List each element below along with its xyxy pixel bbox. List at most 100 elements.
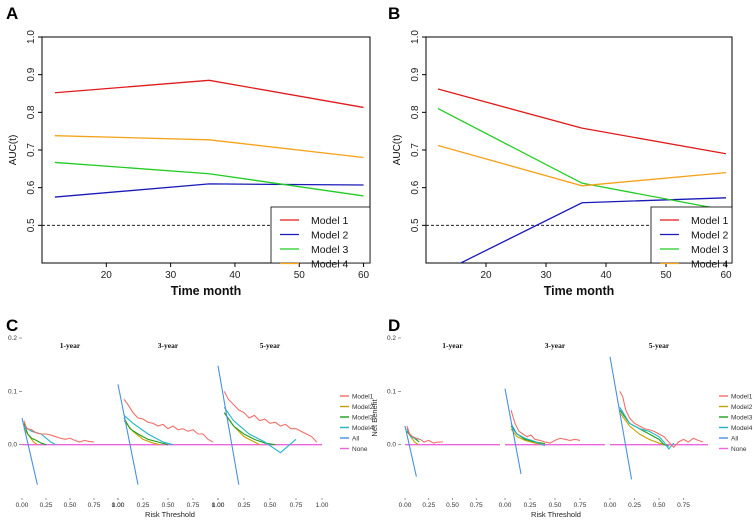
legend-label: Model3: [352, 414, 374, 421]
series-line-model4: [223, 407, 297, 454]
y-tick-label: 0.6: [26, 180, 37, 194]
legend-label: Model 2: [691, 230, 729, 242]
facet-label: 5-year: [649, 341, 670, 350]
x-tick-label: 0.75: [290, 502, 303, 509]
legend-label: Model3: [731, 414, 753, 421]
x-axis-label: Time month: [171, 284, 242, 298]
x-tick-label: 0.25: [524, 502, 537, 509]
x-tick-label: 0.50: [64, 502, 77, 509]
x-tick-label: 0.50: [653, 502, 666, 509]
y-tick-label: 0.2: [8, 335, 17, 342]
legend-label: Model4: [352, 425, 374, 432]
chart-panel-d: 0.2 0.1 0.0 Net Benefit 1-year 0.00 0.25 0.50 0.…: [370, 335, 753, 519]
legend-label: Model2: [731, 404, 753, 411]
x-axis-label: Time month: [544, 284, 615, 298]
series-line-model1: [619, 391, 704, 449]
y-axis-label: AUC(t): [392, 135, 403, 166]
facet-label: 3-year: [158, 341, 179, 350]
legend-label: Model 3: [691, 244, 729, 256]
x-tick-label: 0.50: [549, 502, 562, 509]
y-tick-label: 0.6: [410, 180, 421, 194]
series-line-model1: [23, 420, 95, 443]
series-line-model4: [123, 414, 174, 446]
facet-series-group: [404, 425, 500, 477]
legend-label: Model1: [731, 393, 753, 400]
legend-label: Model 1: [691, 215, 729, 227]
x-tick-label: 0.25: [628, 502, 641, 509]
x-tick-label: 0.00: [112, 502, 125, 509]
x-tick-label: 0.00: [399, 502, 412, 509]
series-line-model-3: [437, 107, 727, 211]
legend-label: Model 1: [311, 215, 349, 227]
x-tick-label: 0.75: [677, 502, 690, 509]
series-line-model-1: [54, 79, 364, 109]
x-tick-label: 0.25: [40, 502, 53, 509]
x-tick-label: 0.00: [604, 502, 617, 509]
series-line-model1: [406, 425, 443, 444]
panel-letter-d: D: [388, 316, 400, 335]
legend-label: Model1: [352, 393, 374, 400]
y-tick-label: 0.7: [410, 143, 421, 157]
y-tick-label: 0.7: [26, 143, 37, 157]
facet-label: 3-year: [545, 341, 566, 350]
series-line-model-2: [54, 183, 364, 198]
legend-label: None: [731, 446, 747, 453]
y-tick-label: 0.0: [387, 442, 396, 449]
chart-panel-b: 0.5 0.6 0.7 0.8 0.9 1.0 20 30 40 50 60 AUC(t) Time m…: [392, 30, 733, 298]
series-line-all: [217, 365, 240, 485]
x-tick-label: 30: [540, 270, 552, 281]
x-tick-label: 1.00: [316, 502, 329, 509]
series-line-model4: [510, 423, 546, 447]
facet-series-group: [504, 388, 605, 475]
legend-label: Model4: [731, 425, 753, 432]
y-tick-label: 0.8: [410, 105, 421, 119]
y-tick-label: 1.0: [410, 30, 421, 44]
facet-series-group: [21, 417, 118, 485]
x-tick-label: 0.50: [446, 502, 459, 509]
x-tick-label: 0.25: [137, 502, 150, 509]
series-line-model-2: [459, 197, 727, 263]
series-line-model1: [223, 391, 318, 443]
panel-letter-a: A: [6, 4, 18, 23]
series-group: [437, 88, 727, 263]
x-tick-label: 50: [660, 270, 672, 281]
series-line-model-1: [437, 88, 727, 155]
legend-label: Model 4: [691, 259, 729, 271]
series-line-model-4: [437, 144, 727, 187]
series-line-all: [21, 417, 38, 485]
x-axis-label: Risk Threshold: [531, 510, 581, 519]
series-line-model4: [619, 407, 675, 450]
y-axis-label: Net Benefit: [370, 399, 379, 437]
x-tick-label: 0.75: [187, 502, 200, 509]
x-tick-label: 0.25: [422, 502, 435, 509]
y-tick-label: 0.1: [387, 388, 396, 395]
facet-series-group: [117, 384, 218, 485]
series-line-model1: [123, 399, 214, 443]
x-tick-label: 0.00: [16, 502, 29, 509]
series-line-model-3: [54, 161, 364, 197]
x-tick-label: 0.75: [88, 502, 101, 509]
x-tick-label: 40: [600, 270, 612, 281]
y-tick-label: 0.1: [8, 388, 17, 395]
legend-label: None: [352, 446, 368, 453]
facet-label: 1-year: [60, 341, 81, 350]
panel-letter-b: B: [388, 4, 400, 23]
x-tick-label: 1.00: [112, 502, 125, 509]
x-tick-label: 0.00: [212, 502, 225, 509]
x-tick-label: 40: [229, 270, 241, 281]
y-tick-label: 0.5: [26, 218, 37, 232]
series-group: [54, 79, 364, 198]
x-tick-label: 30: [165, 270, 177, 281]
x-tick-label: 0.75: [470, 502, 483, 509]
series-line-model2: [619, 412, 665, 446]
x-tick-label: 60: [720, 270, 732, 281]
legend-label: Model 4: [311, 259, 349, 271]
chart-panel-a: 0.5 0.6 0.7 0.8 0.9 1.0 20 30 40 50 60 AUC(t) Time m…: [8, 30, 371, 298]
x-tick-label: 1.00: [212, 502, 225, 509]
facet-series-group: [217, 365, 322, 485]
x-tick-label: 0.50: [162, 502, 175, 509]
x-tick-label: 60: [358, 270, 370, 281]
series-line-model-4: [54, 135, 364, 159]
